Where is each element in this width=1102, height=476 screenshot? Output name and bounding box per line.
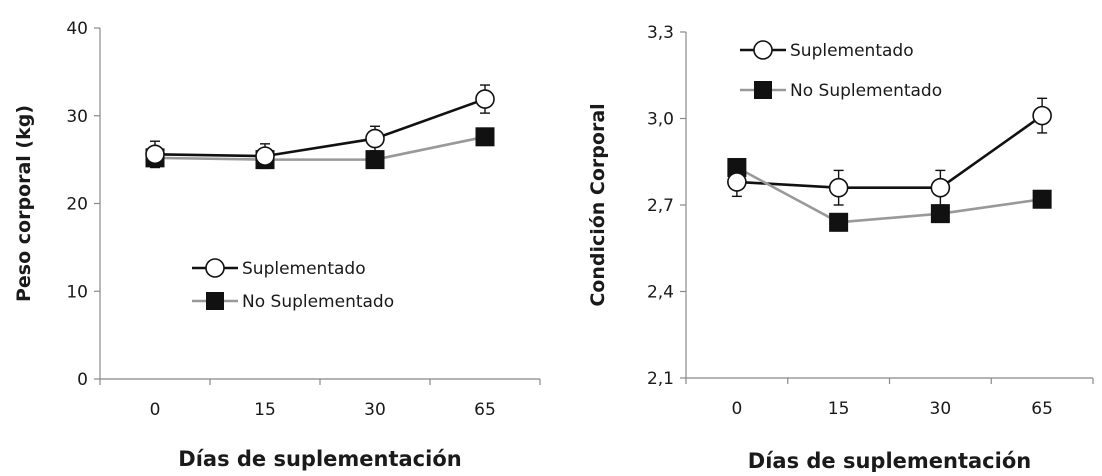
x-tick-label: 0 bbox=[731, 399, 742, 419]
legend-label: No Suplementado bbox=[242, 292, 394, 312]
data-point-no-suplementado bbox=[365, 150, 385, 170]
x-axis-title: Días de suplementación bbox=[178, 447, 461, 471]
chart-panel-1: 0 10 20 30 40 0 15 30 65 Días de suplementación Pe… bbox=[13, 19, 541, 471]
legend-label: Suplementado bbox=[242, 259, 366, 279]
data-point-no-suplementado bbox=[1032, 189, 1052, 209]
legend: Suplementado No Suplementado bbox=[192, 258, 394, 312]
legend: Suplementado No Suplementado bbox=[740, 40, 942, 101]
y-tick-label: 2,1 bbox=[647, 369, 674, 389]
legend-marker-square bbox=[754, 81, 772, 99]
x-axis-title: Días de suplementación bbox=[748, 449, 1031, 472]
y-tick-label: 40 bbox=[66, 19, 88, 39]
legend-label: No Suplementado bbox=[790, 81, 942, 101]
y-tick-label: 0 bbox=[77, 370, 88, 390]
data-point-suplementado bbox=[727, 172, 747, 192]
data-point-suplementado bbox=[145, 144, 165, 165]
y-tick-label: 2,7 bbox=[647, 196, 674, 216]
data-point-suplementado bbox=[255, 146, 275, 166]
chart-panel-2: 2,1 2,4 2,7 3,0 3,3 0 15 30 65 Días de suplementa… bbox=[587, 23, 1094, 473]
y-tick-label: 3,0 bbox=[647, 110, 674, 130]
data-point-no-suplementado bbox=[829, 212, 849, 232]
y-tick-label: 30 bbox=[66, 107, 88, 127]
legend-label: Suplementado bbox=[790, 41, 914, 61]
data-point-suplementado bbox=[1032, 105, 1052, 126]
data-point-no-suplementado bbox=[930, 204, 950, 224]
data-point-suplementado bbox=[475, 89, 495, 109]
data-point-suplementado bbox=[365, 128, 385, 149]
legend-marker-circle bbox=[753, 40, 773, 60]
legend-marker-circle bbox=[205, 258, 225, 278]
legend-marker-square bbox=[206, 292, 224, 310]
y-tick-label: 20 bbox=[66, 195, 88, 215]
x-tick-label: 15 bbox=[828, 399, 850, 419]
data-point-suplementado bbox=[930, 177, 951, 198]
x-tick-label: 0 bbox=[150, 400, 161, 420]
x-tick-label: 30 bbox=[364, 400, 386, 420]
series-line-1 bbox=[736, 114, 1043, 189]
y-axis-title: Peso corporal (kg) bbox=[13, 105, 35, 302]
x-tick-label: 65 bbox=[474, 400, 496, 420]
data-point-no-suplementado bbox=[475, 127, 495, 147]
y-tick-label: 2,4 bbox=[647, 283, 674, 303]
x-tick-label: 65 bbox=[1031, 399, 1053, 419]
y-tick-label: 3,3 bbox=[647, 23, 674, 43]
x-tick-label: 15 bbox=[254, 400, 276, 420]
y-tick-label: 10 bbox=[66, 282, 88, 302]
series-line-2 bbox=[154, 135, 486, 161]
x-tick-label: 30 bbox=[930, 399, 952, 419]
series-line-2 bbox=[736, 166, 1043, 224]
data-point-suplementado bbox=[828, 177, 849, 198]
series-line-1 bbox=[154, 97, 486, 158]
y-axis-title: Condición Corporal bbox=[587, 103, 609, 306]
